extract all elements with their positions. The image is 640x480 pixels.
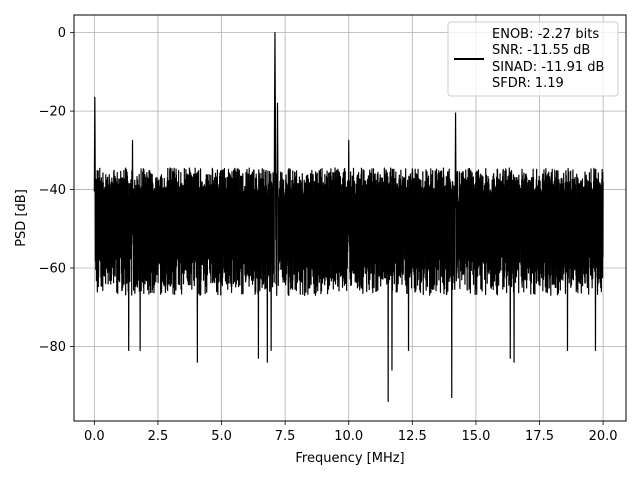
- y-tick-label: 0: [58, 26, 66, 41]
- x-axis-label: Frequency [MHz]: [295, 451, 404, 466]
- x-tick-label: 20.0: [589, 429, 618, 444]
- y-tick-label: −60: [39, 262, 66, 277]
- y-tick-label: −40: [39, 183, 66, 198]
- legend-entry-sfdr: SFDR: 1.19: [492, 76, 564, 91]
- plot-area: [93, 32, 604, 402]
- x-tick-label: 15.0: [461, 429, 490, 444]
- x-tick-label: 10.0: [334, 429, 363, 444]
- legend-entry-snr: SNR: -11.55 dB: [492, 43, 590, 58]
- legend-box: [447, 21, 619, 97]
- x-tick-label: 7.5: [275, 429, 296, 444]
- psd-series-line: [93, 32, 604, 402]
- x-tick-label: 17.5: [525, 429, 554, 444]
- y-axis-label: PSD [dB]: [14, 189, 29, 247]
- x-tick-label: 2.5: [148, 429, 169, 444]
- axes-frame: [73, 14, 627, 422]
- x-tick-label: 5.0: [211, 429, 232, 444]
- legend-entry-sinad: SINAD: -11.91 dB: [492, 60, 604, 75]
- y-axis-ticks: 0 −20 −40 −60 −80: [39, 26, 74, 355]
- x-tick-label: 12.5: [398, 429, 427, 444]
- x-tick-label: 0.0: [84, 429, 105, 444]
- y-tick-label: −80: [39, 340, 66, 355]
- x-axis-ticks: 0.0 2.5 5.0 7.5 10.0 12.5 15.0 17.5 20.0: [84, 421, 618, 444]
- legend: ENOB: -2.27 bits SNR: -11.55 dB SINAD: -…: [447, 21, 619, 97]
- psd-trace: [93, 32, 604, 402]
- legend-entry-enob: ENOB: -2.27 bits: [492, 27, 599, 42]
- y-tick-label: −20: [39, 105, 66, 120]
